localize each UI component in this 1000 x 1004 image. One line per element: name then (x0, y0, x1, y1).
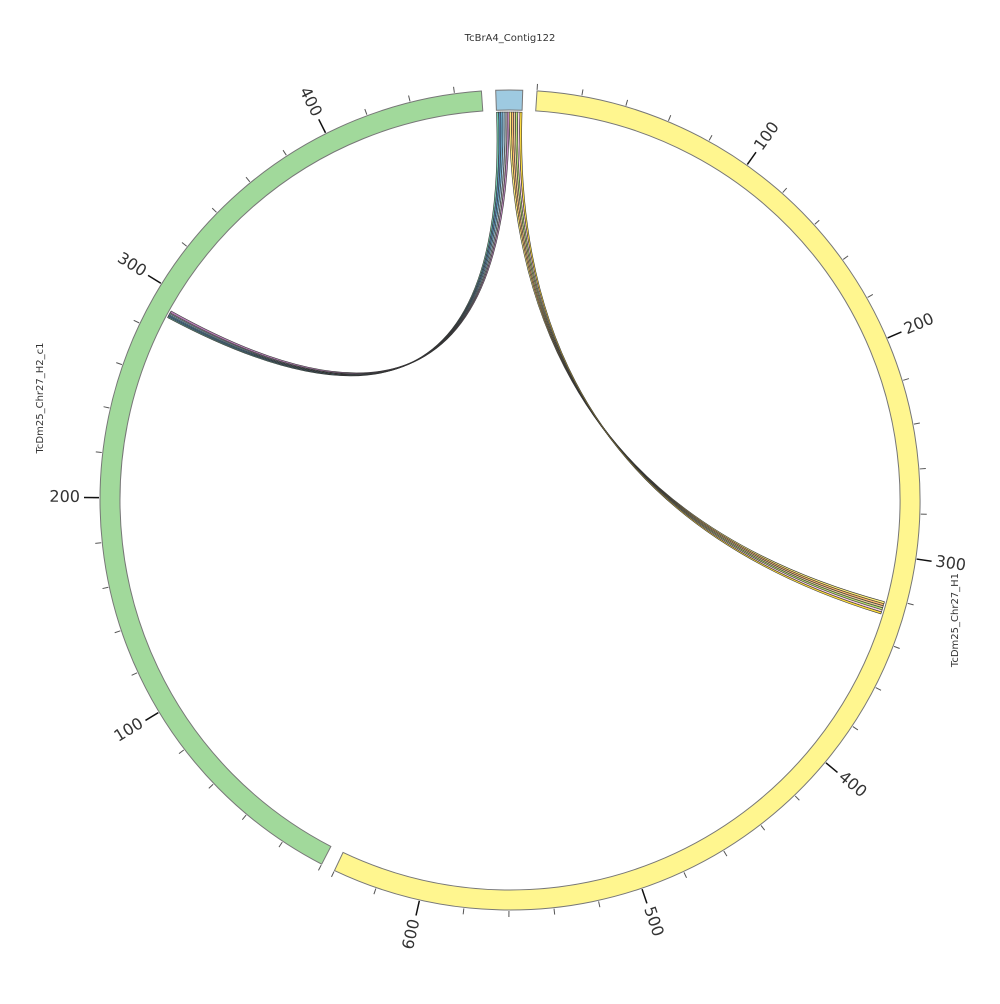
major-tick (888, 332, 902, 338)
major-tick (416, 901, 419, 916)
major-tick (148, 275, 161, 283)
minor-tick (279, 842, 282, 847)
minor-tick (454, 87, 455, 93)
tick-label: 100 (110, 714, 146, 746)
link-ribbon (170, 112, 509, 374)
segment-label: TcBrA4_Contig122 (464, 33, 556, 44)
segment (334, 91, 919, 910)
minor-tick (582, 89, 583, 95)
minor-tick (283, 150, 286, 155)
major-tick (826, 763, 838, 773)
minor-tick (116, 363, 122, 365)
minor-tick (463, 908, 464, 914)
minor-tick (115, 631, 121, 633)
tick-label: 500 (640, 904, 668, 939)
minor-tick (626, 100, 628, 106)
minor-tick (783, 188, 787, 192)
minor-tick (761, 825, 765, 830)
minor-tick (242, 815, 246, 820)
minor-tick (132, 673, 137, 676)
minor-tick (868, 294, 873, 297)
minor-tick (724, 851, 727, 856)
minor-tick (318, 865, 321, 870)
major-tick (917, 559, 932, 561)
major-tick (747, 152, 756, 164)
major-tick (145, 713, 158, 721)
minor-tick (815, 220, 819, 224)
minor-tick (134, 320, 139, 323)
minor-tick (795, 796, 799, 800)
link-ribbon (518, 112, 882, 612)
minor-tick (96, 452, 102, 453)
link-ribbon (513, 112, 883, 608)
tick-label: 200 (49, 487, 80, 506)
tick-label: 200 (901, 309, 937, 339)
link-ribbon (520, 112, 882, 614)
link-ribbon (511, 112, 883, 606)
segment (100, 91, 483, 864)
segment-label: TcDm25_Chr27_H1 (950, 573, 961, 668)
minor-tick (684, 872, 687, 877)
tick-label: 400 (835, 767, 871, 801)
tick-label: 100 (750, 118, 783, 154)
minor-tick (209, 784, 213, 788)
link-ribbon (170, 112, 508, 374)
minor-tick (554, 909, 555, 915)
minor-tick (212, 208, 216, 212)
minor-tick (709, 135, 712, 140)
tick-label: 300 (934, 551, 967, 574)
minor-tick (246, 177, 250, 182)
tick-label: 600 (398, 917, 423, 951)
segment-label: TcDm25_Chr27_H2_c1 (35, 343, 46, 455)
link-ribbon (509, 112, 884, 604)
minor-tick (894, 646, 900, 648)
minor-tick (599, 901, 600, 907)
minor-tick (331, 871, 334, 876)
minor-tick (908, 603, 914, 605)
minor-tick (668, 115, 670, 121)
minor-tick (409, 96, 410, 102)
link-ribbon (516, 112, 883, 610)
minor-tick (365, 109, 367, 115)
tick-label: 400 (296, 84, 327, 120)
link-ribbon (169, 112, 505, 375)
minor-tick (903, 379, 909, 381)
minor-tick (914, 423, 920, 424)
tick-label: 300 (114, 248, 150, 280)
minor-tick (876, 688, 881, 691)
minor-tick (853, 727, 858, 730)
minor-tick (843, 256, 848, 260)
minor-tick (374, 888, 376, 894)
minor-tick (182, 243, 187, 247)
minor-tick (104, 407, 110, 408)
minor-tick (179, 750, 184, 754)
segment (496, 90, 523, 110)
major-tick (642, 889, 647, 903)
major-tick (319, 119, 326, 132)
minor-tick (95, 543, 101, 544)
minor-tick (103, 587, 109, 588)
